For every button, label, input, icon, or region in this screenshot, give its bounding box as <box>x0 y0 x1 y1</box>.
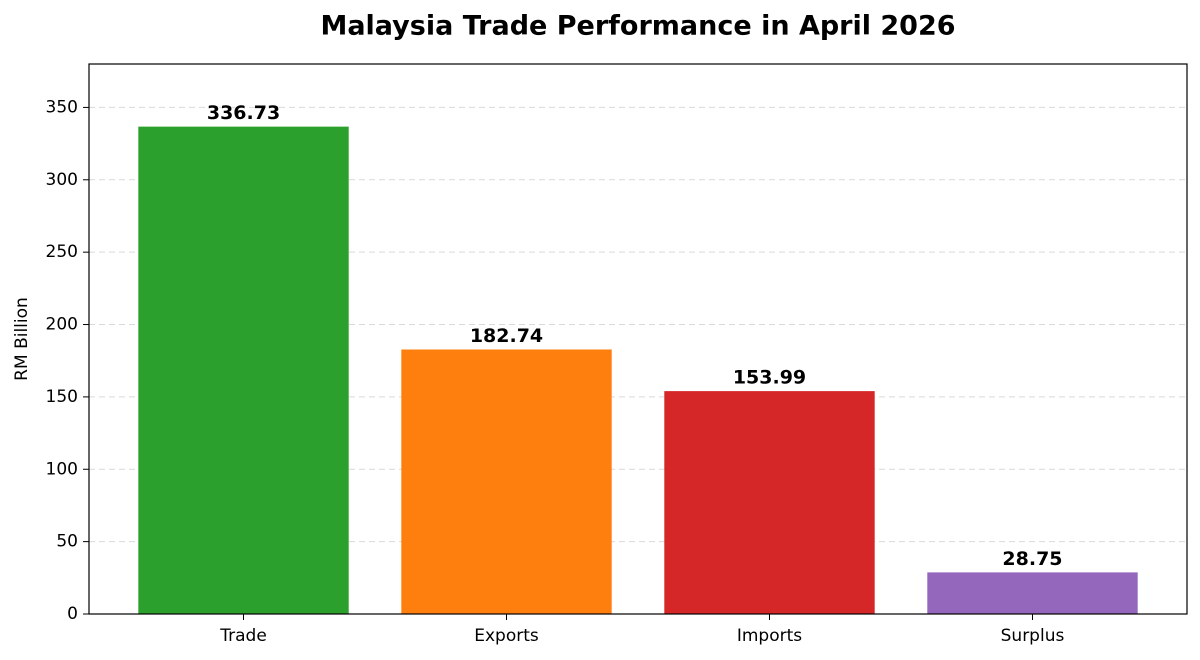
y-tick-label: 200 <box>46 315 78 335</box>
plot-frame <box>88 63 1188 615</box>
value-label: 182.74 <box>470 325 543 347</box>
value-label: 28.75 <box>1002 548 1062 570</box>
x-tick-label: Trade <box>219 626 267 646</box>
chart-title: Malaysia Trade Performance in April 2026 <box>320 11 955 42</box>
value-label: 336.73 <box>207 102 280 124</box>
bar <box>401 349 612 614</box>
x-tick-label: Surplus <box>1001 626 1065 646</box>
y-tick-label: 300 <box>46 170 78 190</box>
bar <box>927 572 1138 614</box>
y-tick-label: 250 <box>46 242 78 262</box>
y-tick-label: 0 <box>67 604 78 624</box>
bar <box>138 126 349 615</box>
y-axis-label: RM Billion <box>12 297 32 381</box>
value-label: 153.99 <box>733 367 806 389</box>
bar <box>664 391 875 614</box>
x-tick-label: Imports <box>737 626 802 646</box>
y-tick-label: 350 <box>46 97 78 117</box>
y-tick-label: 150 <box>46 387 78 407</box>
y-tick-label: 50 <box>56 532 78 552</box>
y-tick-label: 100 <box>46 459 78 479</box>
x-tick-label: Exports <box>474 626 539 646</box>
